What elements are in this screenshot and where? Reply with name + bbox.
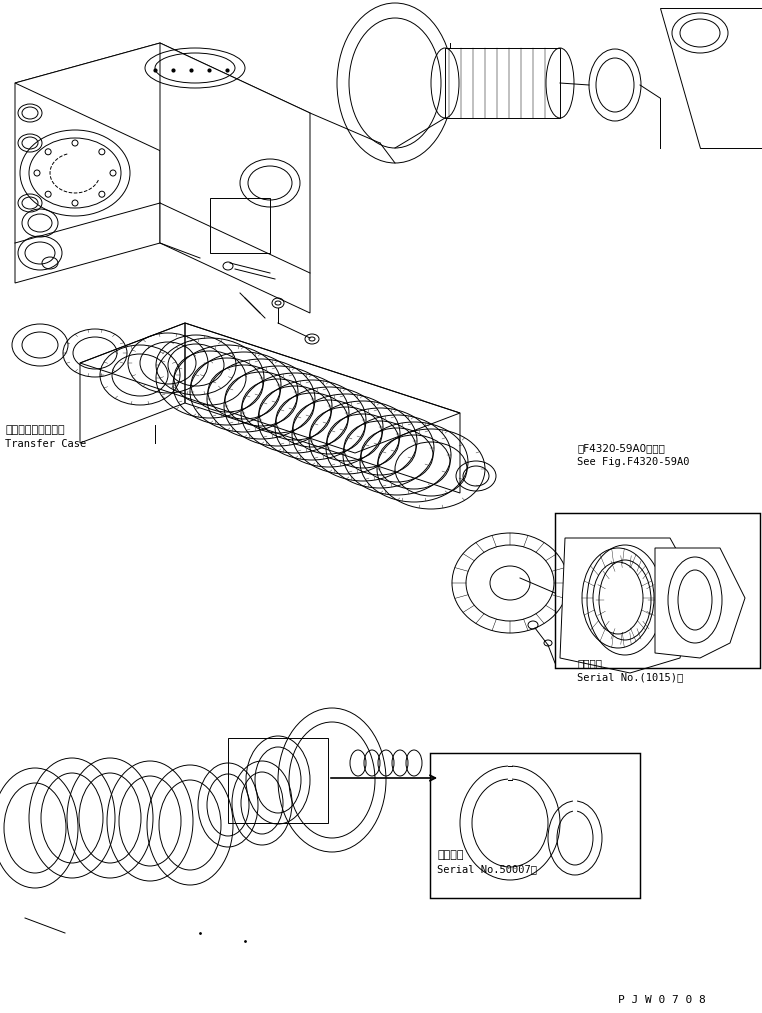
Text: 第F4320-59A0図参照: 第F4320-59A0図参照 (577, 443, 665, 453)
Bar (430, 753, 640, 898)
Polygon shape (560, 538, 695, 673)
Text: Transfer Case: Transfer Case (5, 439, 86, 449)
Bar (555, 513, 760, 668)
Polygon shape (15, 43, 160, 283)
Text: 適用号機: 適用号機 (577, 658, 602, 668)
Polygon shape (160, 43, 310, 313)
Text: Serial No.(1015)～: Serial No.(1015)～ (577, 672, 684, 682)
Bar (210, 198, 270, 253)
Text: 適用号機: 適用号機 (437, 850, 463, 860)
Polygon shape (445, 48, 560, 118)
Text: Serial No.50007～: Serial No.50007～ (437, 864, 537, 874)
Text: See Fig.F4320-59A0: See Fig.F4320-59A0 (577, 457, 690, 467)
Polygon shape (660, 8, 762, 148)
Polygon shape (655, 548, 745, 658)
Bar (228, 738, 328, 823)
Text: トランスファケース: トランスファケース (5, 425, 65, 435)
Polygon shape (15, 43, 310, 153)
Text: P J W 0 7 0 8: P J W 0 7 0 8 (618, 995, 706, 1005)
